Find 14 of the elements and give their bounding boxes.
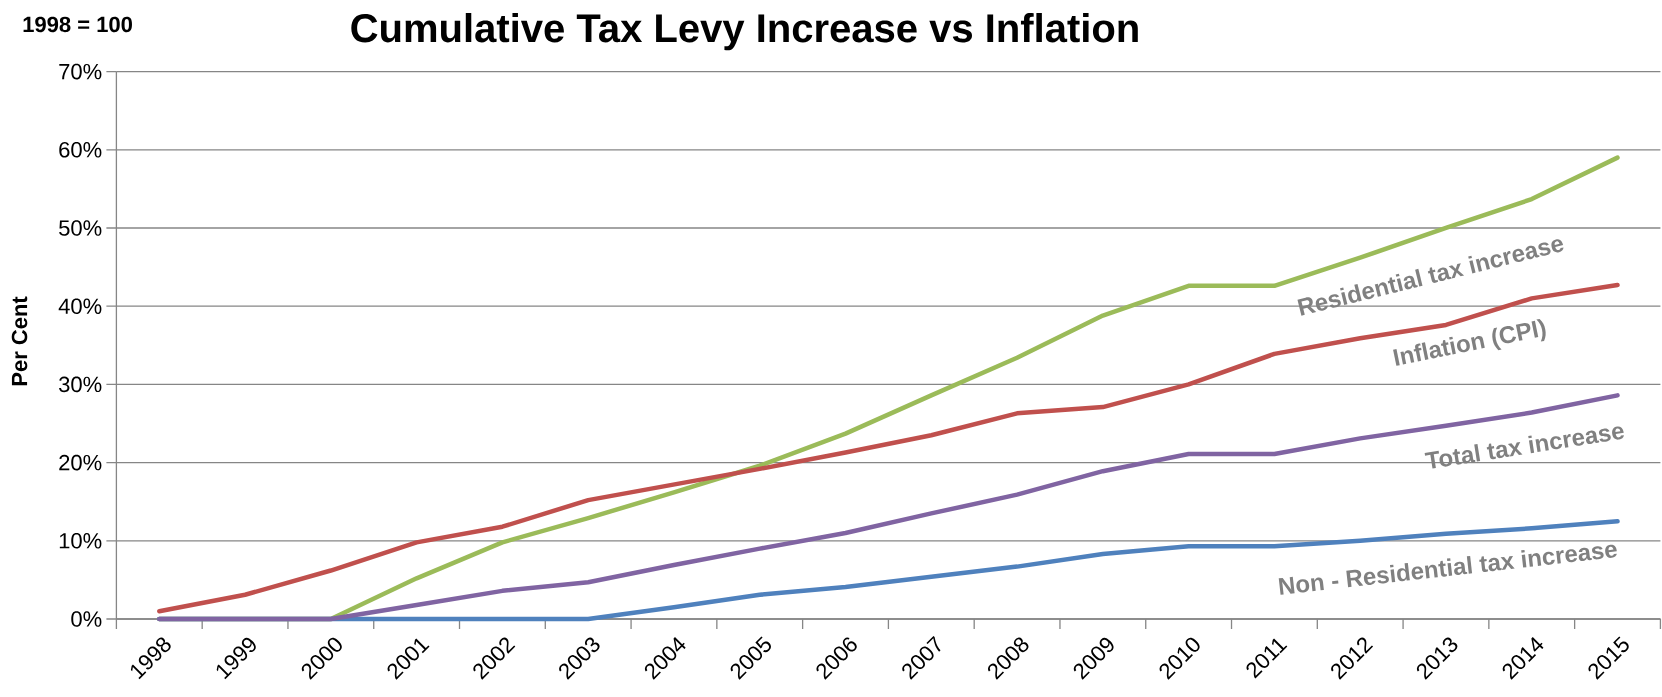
y-tick-label: 70%: [59, 63, 102, 80]
text: Total tax increase: [1424, 426, 1624, 469]
y-tick-label: 30%: [59, 376, 102, 393]
y-tick-label: 50%: [59, 220, 102, 236]
y-axis-title: Per Cent: [11, 296, 28, 386]
chart-title: Cumulative Tax Levy Increase vs Inflation: [351, 13, 1138, 51]
text: 1998 = 100: [23, 16, 132, 33]
y-tick-label: 20%: [59, 454, 102, 471]
y-tick-label: 40%: [58, 298, 102, 314]
text: Non - Residential tax increase: [1278, 544, 1617, 595]
y-tick-label: 0%: [71, 611, 102, 627]
text: Inflation (CPI): [1393, 318, 1546, 366]
y-tick-label: 10%: [59, 533, 102, 549]
y-tick-label: 60%: [59, 142, 102, 158]
